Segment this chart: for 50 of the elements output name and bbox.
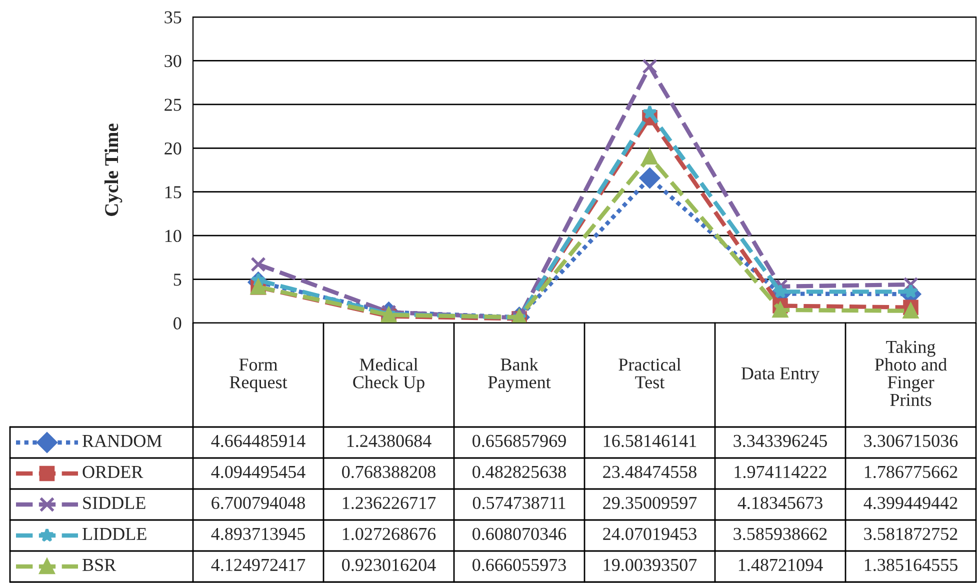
legend-label: BSR (82, 558, 116, 572)
y-tick-label: 35 (164, 11, 182, 24)
data-label: 0.608070346 (472, 528, 566, 540)
data-label: 4.094495454 (211, 466, 306, 478)
data-label: 1.027268676 (342, 528, 436, 540)
y-tick-label: 15 (165, 186, 182, 198)
data-label: 3.585938662 (734, 528, 827, 540)
y-tick-label: 20 (164, 142, 182, 155)
data-label: 0.656857969 (472, 434, 566, 448)
data-label: 1.24380684 (347, 434, 432, 448)
data-label: 4.893713945 (211, 528, 305, 540)
data-label: 4.124972417 (211, 558, 306, 572)
data-label: 0.768388208 (342, 466, 436, 478)
data-label: 6.700794048 (212, 496, 305, 510)
legend-label: SIDDLE (83, 496, 146, 510)
data-label: 29.35009597 (603, 496, 697, 510)
x-tick-label: Taking Photo and Finger Prints (874, 340, 947, 406)
data-label: 3.306715036 (864, 434, 958, 448)
y-tick-label: 30 (164, 54, 182, 68)
data-label: 0.923016204 (342, 558, 436, 572)
y-axis-title: Cycle Time (104, 124, 122, 216)
x-tick-label: Practical Test (618, 358, 681, 388)
data-label: 24.07019453 (603, 528, 696, 540)
y-tick-label: 25 (164, 98, 182, 111)
legend-label: RANDOM (82, 434, 162, 448)
x-tick-label: Form Request (230, 358, 288, 392)
data-label: 3.343396245 (734, 434, 827, 448)
data-label: 3.581872752 (864, 528, 958, 540)
data-label: 1.385164555 (864, 558, 958, 572)
legend-label: ORDER (82, 466, 144, 478)
data-label: 1.48721094 (738, 558, 823, 572)
data-label: 0.482825638 (472, 466, 566, 478)
data-label: 1.974114222 (734, 466, 826, 478)
legend-label: LIDDLE (82, 528, 146, 540)
data-label: 4.664485914 (211, 434, 306, 448)
data-label: 19.00393507 (604, 558, 697, 572)
x-tick-label: Medical Check Up (353, 358, 424, 392)
y-tick-label: 10 (165, 230, 182, 242)
data-label: 1.786775662 (864, 466, 958, 478)
y-tick-label: 0 (174, 317, 182, 330)
data-label: 16.58146141 (604, 434, 696, 448)
data-label: 1.236226717 (342, 496, 436, 510)
data-label: 23.48474558 (603, 466, 696, 478)
x-tick-label: Bank Payment (488, 358, 551, 392)
data-label: 4.399449442 (864, 496, 958, 510)
data-label: 4.18345673 (738, 496, 822, 510)
y-tick-label: 5 (174, 274, 182, 286)
data-label: 0.666055973 (472, 558, 566, 572)
data-label: 0.574738711 (472, 496, 566, 510)
x-tick-label: Data Entry (741, 367, 820, 384)
